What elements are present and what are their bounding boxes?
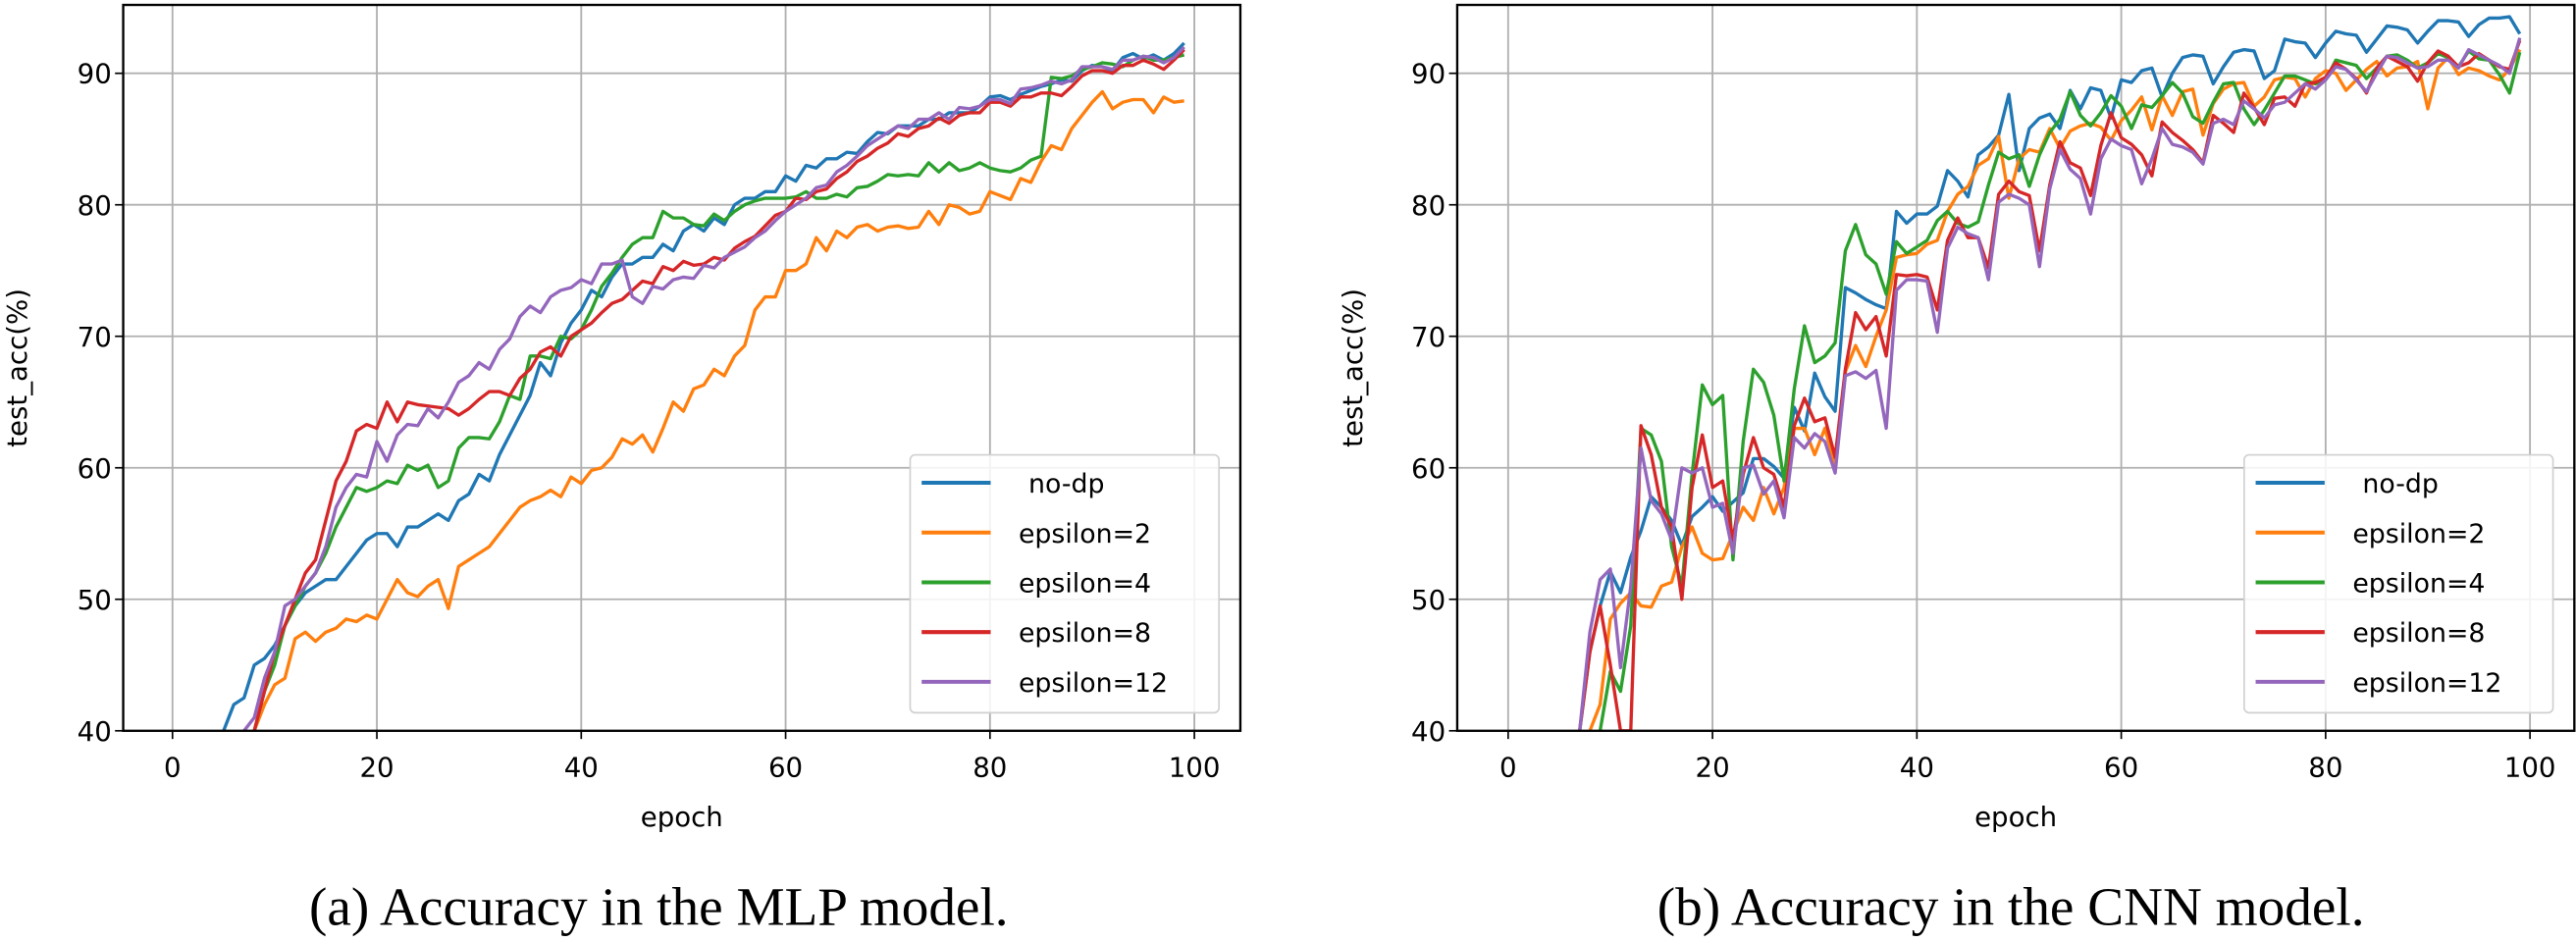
x-tick-label: 0	[1499, 752, 1517, 784]
x-tick-label: 60	[768, 752, 803, 784]
x-axis-label: epoch	[1974, 801, 2057, 833]
y-tick-label: 50	[78, 584, 112, 616]
legend-item: epsilon=8	[2255, 618, 2485, 649]
series-line-epsilon-8	[252, 48, 1185, 731]
x-tick-label: 40	[564, 752, 599, 784]
y-axis-label: test_acc(%)	[1337, 288, 1369, 447]
y-tick-label: 90	[78, 58, 112, 90]
y-tick-label: 50	[1411, 584, 1446, 616]
legend-item: epsilon=12	[2255, 668, 2501, 699]
y-tick-label: 80	[78, 189, 112, 222]
x-tick-label: 60	[2104, 752, 2138, 784]
x-tick-label: 40	[1900, 752, 1934, 784]
x-tick-label: 80	[973, 752, 1007, 784]
x-axis-label: epoch	[641, 801, 723, 833]
series-line-epsilon-2	[1588, 48, 2522, 731]
legend: no-dp epsilon=2 epsilon=4 epsilon=8 epsilon=…	[2242, 453, 2554, 714]
legend-item: epsilon=4	[2255, 569, 2485, 600]
legend-item: no-dp	[921, 469, 1104, 499]
y-tick-label: 80	[1411, 189, 1446, 222]
x-tick-label: 0	[164, 752, 182, 784]
legend-label: epsilon=8	[1019, 618, 1151, 649]
legend-box	[2242, 453, 2554, 714]
legend-item: no-dp	[2255, 469, 2439, 499]
series-line-epsilon-12	[1578, 37, 2522, 731]
y-tick-label: 60	[1411, 452, 1446, 485]
y-axis-label: test_acc(%)	[1, 288, 33, 447]
axes-frame	[1455, 3, 2576, 732]
y-tick-label: 70	[78, 321, 112, 353]
legend-label: epsilon=12	[2352, 668, 2501, 699]
y-tick-label: 60	[78, 452, 112, 485]
legend-label: epsilon=8	[2352, 618, 2485, 649]
legend-item: epsilon=2	[2255, 519, 2485, 549]
legend-label: epsilon=12	[1019, 668, 1168, 699]
series-line-epsilon-2	[252, 89, 1184, 731]
legend-label: epsilon=4	[1019, 569, 1151, 600]
legend-item: epsilon=2	[921, 519, 1151, 549]
y-tick-label: 40	[78, 715, 112, 748]
legend-label: epsilon=2	[1019, 519, 1151, 549]
series-line-no-dp	[1578, 15, 2522, 731]
legend-item: epsilon=4	[921, 569, 1151, 600]
x-tick-label: 20	[359, 752, 394, 784]
y-tick-label: 90	[1411, 58, 1446, 90]
series-line-epsilon-4	[252, 53, 1185, 731]
caption-cnn: (b) Accuracy in the CNN model.	[1657, 876, 2365, 936]
y-tick-label: 70	[1411, 321, 1446, 353]
series-line-epsilon-4	[1598, 49, 2522, 731]
cnn-accuracy-chart: 0 20 40 60 80 100 40 50 60 70 80 90 epoch test_acc(%)…	[1337, 3, 2576, 833]
legend-label: no-dp	[2362, 469, 2438, 499]
x-tick-label: 80	[2308, 752, 2342, 784]
legend-item: epsilon=12	[921, 668, 1168, 699]
mlp-accuracy-chart: 0 20 40 60 80 100 40 50 60 70 80 90 epoch test_acc(%)…	[1, 3, 1242, 833]
x-tick-label: 100	[2504, 752, 2556, 784]
axes-frame	[122, 3, 1242, 732]
series-line-no-dp	[222, 41, 1185, 731]
legend-label: epsilon=2	[2352, 519, 2485, 549]
caption-mlp: (a) Accuracy in the MLP model.	[309, 876, 1009, 936]
x-tick-label: 20	[1696, 752, 1730, 784]
legend-label: no-dp	[1028, 469, 1104, 499]
series-line-epsilon-12	[242, 45, 1185, 731]
legend-box	[909, 453, 1221, 714]
y-tick-label: 40	[1411, 715, 1446, 748]
legend: no-dp epsilon=2 epsilon=4 epsilon=8 epsilon=…	[909, 453, 1221, 714]
legend-item: epsilon=8	[921, 618, 1151, 649]
x-tick-label: 100	[1169, 752, 1221, 784]
legend-label: epsilon=4	[2352, 569, 2485, 600]
